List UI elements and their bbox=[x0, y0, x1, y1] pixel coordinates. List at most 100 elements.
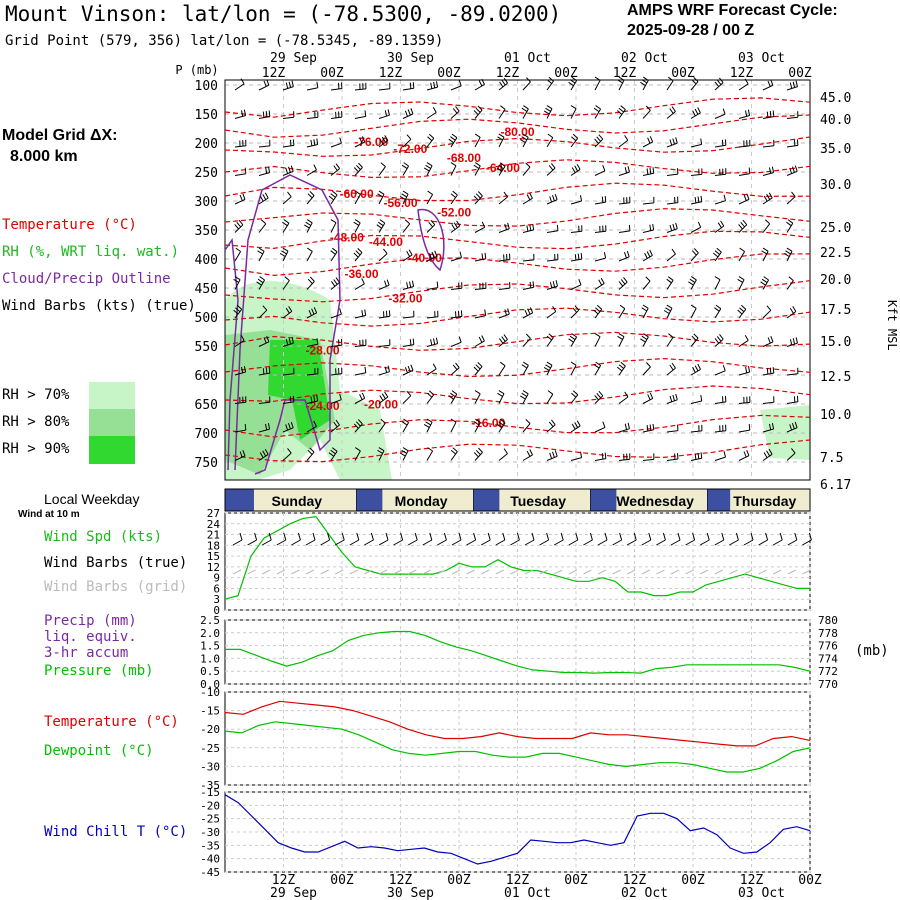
surface-wind-barb bbox=[524, 539, 535, 546]
temperature-contour-label: -16.00 bbox=[471, 416, 505, 430]
wind-barb-feather bbox=[652, 423, 655, 430]
wind-barb-feather bbox=[525, 162, 531, 168]
wind-barb-feather bbox=[380, 162, 386, 167]
wind-barb bbox=[258, 116, 270, 119]
surface-wind-barb-grid bbox=[364, 569, 373, 575]
legend-temp2: Temperature (°C) bbox=[44, 714, 179, 730]
wind-barb bbox=[570, 309, 580, 319]
wind-barb-feather bbox=[316, 81, 319, 88]
legend-wind-10m: Wind at 10 m bbox=[18, 509, 80, 520]
wind-barb-feather bbox=[244, 424, 247, 431]
wind-panel-tick-label: 27 bbox=[207, 507, 220, 520]
wind-barb-feather bbox=[239, 451, 243, 458]
wind-barb-feather bbox=[738, 224, 743, 230]
wind-barb-feather bbox=[548, 165, 554, 171]
wind-barb-feather bbox=[333, 165, 338, 171]
wind-barb-feather bbox=[669, 364, 674, 371]
wind-barb-feather bbox=[624, 391, 629, 398]
temperature-contour-label: -40.00 bbox=[408, 251, 442, 265]
wind-barb-feather bbox=[330, 193, 336, 198]
pressure-tick-label: 250 bbox=[195, 166, 218, 181]
wind-barb bbox=[690, 337, 699, 347]
wind-barb-feather bbox=[262, 194, 267, 200]
surface-wind-barb-grid bbox=[670, 569, 680, 575]
wind-barb-feather bbox=[642, 304, 649, 309]
wind-barb bbox=[498, 287, 510, 290]
wind-barb-feather bbox=[769, 367, 772, 374]
page-title: Mount Vinson: lat/lon = (-78.5300, -89.0… bbox=[5, 2, 562, 26]
wind-barb bbox=[594, 365, 602, 376]
wind-barb-feather bbox=[697, 221, 702, 228]
wind-barb-feather bbox=[263, 80, 267, 87]
wind-barb-feather bbox=[385, 310, 388, 317]
wind-barb-feather bbox=[793, 139, 796, 146]
wind-barb-feather bbox=[456, 220, 461, 227]
wind-barb-feather bbox=[307, 193, 313, 199]
wind-barb-feather bbox=[546, 79, 553, 84]
wind-barb bbox=[546, 230, 558, 233]
wind-barb-feather bbox=[285, 424, 289, 431]
wind-barb bbox=[402, 113, 414, 119]
wind-barb bbox=[570, 200, 582, 205]
wind-barb-feather bbox=[475, 162, 481, 167]
wind-barb-feather bbox=[665, 307, 671, 312]
wind-barb bbox=[258, 372, 270, 376]
wind-barb-feather bbox=[568, 338, 574, 343]
wind-barb bbox=[666, 337, 674, 347]
wind-barb-feather bbox=[527, 308, 531, 315]
legend-liq: liq. equiv. bbox=[44, 629, 137, 645]
wind-barb-feather bbox=[504, 223, 507, 230]
wind-barb-feather bbox=[453, 222, 458, 228]
wind-barb bbox=[594, 201, 606, 205]
wind-barb-feather bbox=[763, 276, 769, 281]
pressure-tick-label: 100 bbox=[195, 79, 218, 94]
wind-barb-feather bbox=[428, 221, 433, 228]
surface-wind-barb bbox=[729, 539, 739, 546]
temperature-contour-label: -32.00 bbox=[388, 292, 422, 306]
wind-barb-feather bbox=[290, 421, 294, 428]
surface-wind-barb-feather bbox=[633, 532, 637, 541]
wind-barb-feather bbox=[628, 224, 631, 231]
wind-barb-feather bbox=[427, 136, 433, 142]
pressure-tick-label: 650 bbox=[195, 398, 218, 413]
wind-barb-feather bbox=[668, 333, 674, 338]
wind-barb-feather bbox=[594, 333, 601, 338]
surface-wind-barb bbox=[232, 539, 243, 546]
bottom-time-tick-label: 00Z bbox=[798, 873, 822, 888]
pressure-tick-label: 500 bbox=[195, 311, 218, 326]
wind-barb-feather bbox=[772, 110, 775, 117]
surface-wind-barb-grid bbox=[437, 569, 446, 575]
wind-barb-feather bbox=[598, 134, 604, 140]
wind-barb-feather bbox=[716, 247, 722, 253]
wind-barb-feather bbox=[526, 194, 531, 201]
wind-barb-feather bbox=[693, 248, 699, 254]
wind-barb-feather bbox=[451, 390, 458, 395]
grid-dx-value: 8.000 km bbox=[10, 148, 78, 165]
wind-barb-feather bbox=[552, 281, 556, 288]
wind-barb bbox=[546, 393, 554, 404]
windchill-panel-tick-label: -30 bbox=[200, 826, 220, 839]
wind-barb bbox=[378, 253, 388, 262]
surface-wind-barb-feather bbox=[750, 532, 754, 541]
wind-barb-feather bbox=[313, 139, 316, 146]
wind-barb bbox=[738, 429, 750, 433]
wind-barb-feather bbox=[497, 392, 503, 397]
wind-barb-feather bbox=[503, 448, 508, 454]
bottom-time-tick-label: 12Z bbox=[740, 873, 764, 888]
wind-barb bbox=[378, 344, 390, 347]
height-tick-label: 7.5 bbox=[820, 451, 843, 466]
wind-barb-feather bbox=[450, 193, 456, 198]
wind-barb-feather bbox=[601, 453, 604, 460]
wind-barb bbox=[354, 283, 365, 290]
surface-wind-barb-feather bbox=[560, 532, 564, 541]
wind-barb-feather bbox=[355, 447, 361, 452]
wind-barb-feather bbox=[700, 395, 703, 402]
wind-barb-feather bbox=[266, 336, 270, 342]
wind-barb-feather bbox=[452, 447, 458, 452]
wind-barb-feather bbox=[259, 195, 264, 202]
wind-barb bbox=[426, 343, 438, 347]
wind-barb bbox=[714, 401, 726, 404]
wind-barb bbox=[426, 137, 435, 148]
wind-barb-feather bbox=[643, 333, 649, 338]
wind-barb bbox=[642, 397, 653, 404]
